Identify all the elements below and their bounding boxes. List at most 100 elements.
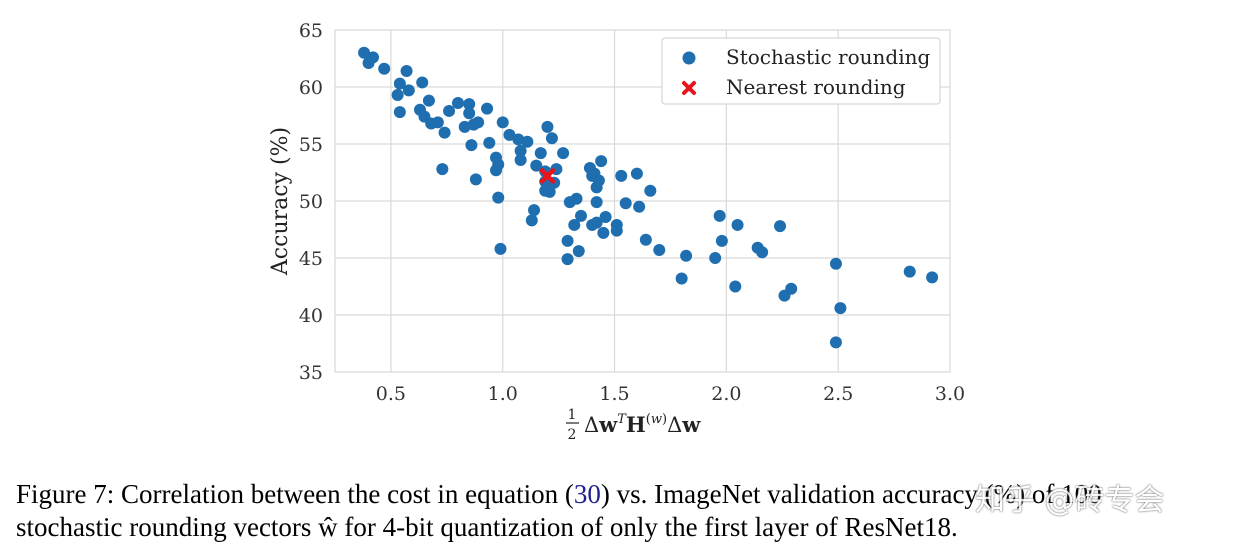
y-axis-label: Accuracy (%) xyxy=(268,127,293,276)
stochastic-point xyxy=(639,233,652,246)
svg-text:1: 1 xyxy=(568,407,577,423)
stochastic-point xyxy=(561,253,574,266)
stochastic-point xyxy=(715,234,728,247)
figure-caption: Figure 7: Correlation between the cost i… xyxy=(16,478,1226,544)
stochastic-point xyxy=(463,107,476,120)
stochastic-point xyxy=(570,192,583,205)
stochastic-point xyxy=(731,218,744,231)
stochastic-point xyxy=(391,88,404,101)
stochastic-point xyxy=(680,249,693,262)
stochastic-point xyxy=(653,244,666,257)
stochastic-point xyxy=(599,210,612,223)
data-points xyxy=(358,46,939,349)
stochastic-point xyxy=(834,302,847,315)
stochastic-point xyxy=(713,209,726,222)
stochastic-point xyxy=(525,214,538,227)
x-tick-label: 1.5 xyxy=(599,383,629,405)
stochastic-point xyxy=(615,169,628,182)
stochastic-point xyxy=(436,163,449,176)
stochastic-point xyxy=(469,173,482,186)
y-tick-label: 45 xyxy=(299,248,323,270)
stochastic-point xyxy=(534,147,547,160)
stochastic-point xyxy=(785,282,798,295)
stochastic-point xyxy=(610,224,623,237)
legend-label-nearest: Nearest rounding xyxy=(726,75,906,99)
caption-line1-pre: Figure 7: Correlation between the cost i… xyxy=(16,479,574,509)
stochastic-point xyxy=(528,204,541,217)
stochastic-point xyxy=(367,51,380,64)
stochastic-point xyxy=(729,280,742,293)
stochastic-point xyxy=(572,245,585,258)
x-tick-label: 2.5 xyxy=(823,383,853,405)
stochastic-point xyxy=(503,128,516,141)
caption-line2: stochastic rounding vectors ŵ for 4-bit … xyxy=(16,512,958,542)
x-tick-label: 2.0 xyxy=(711,383,741,405)
legend-label-stochastic: Stochastic rounding xyxy=(726,45,930,69)
stochastic-point xyxy=(561,234,574,247)
stochastic-point xyxy=(595,155,608,168)
svg-text:2: 2 xyxy=(568,427,577,443)
stochastic-point xyxy=(472,116,485,129)
stochastic-point xyxy=(496,116,509,129)
stochastic-point xyxy=(829,257,842,270)
stochastic-point xyxy=(481,102,494,115)
x-tick-label: 1.0 xyxy=(488,383,518,405)
stochastic-point xyxy=(568,218,581,231)
stochastic-point xyxy=(709,252,722,264)
stochastic-point xyxy=(492,158,505,171)
svg-text:ΔwTH(w)Δw: ΔwTH(w)Δw xyxy=(584,412,701,437)
stochastic-point xyxy=(494,242,507,255)
stochastic-point xyxy=(443,104,456,117)
caption-line1-post: ) vs. ImageNet validation accuracy (%) o… xyxy=(600,479,1102,509)
y-tick-label: 50 xyxy=(299,191,323,213)
x-axis-label: 1 2 ΔwTH(w)Δw xyxy=(566,407,701,443)
stochastic-point xyxy=(465,139,478,152)
stochastic-point xyxy=(774,220,787,233)
x-tick-label: 3.0 xyxy=(935,383,965,405)
y-tick-label: 65 xyxy=(299,20,323,42)
stochastic-point xyxy=(675,272,688,285)
stochastic-point xyxy=(903,265,916,278)
stochastic-point xyxy=(393,77,406,90)
y-tick-label: 60 xyxy=(299,77,323,99)
stochastic-point xyxy=(592,174,605,187)
stochastic-point xyxy=(633,200,646,213)
legend: Stochastic rounding Nearest rounding xyxy=(661,37,941,105)
stochastic-point xyxy=(575,209,587,222)
stochastic-point xyxy=(557,147,570,160)
stochastic-point xyxy=(590,196,603,209)
stochastic-point xyxy=(521,135,534,148)
stochastic-point xyxy=(590,216,603,229)
stochastic-point xyxy=(463,98,476,111)
watermark: 知乎 @砖专会 xyxy=(975,483,1165,518)
stochastic-point xyxy=(402,84,415,97)
stochastic-point xyxy=(416,76,429,89)
stochastic-point xyxy=(644,184,657,197)
stochastic-point xyxy=(545,132,558,145)
stochastic-point xyxy=(756,246,769,259)
y-tick-label: 40 xyxy=(299,305,323,327)
x-tick-label: 0.5 xyxy=(376,383,406,405)
stochastic-point xyxy=(619,197,632,210)
y-tick-labels: 35 40 45 50 55 60 65 xyxy=(299,20,323,384)
stochastic-point xyxy=(492,191,505,204)
equation-reference-link[interactable]: 30 xyxy=(573,479,601,509)
stochastic-point xyxy=(431,116,444,129)
stochastic-point xyxy=(393,106,406,119)
stochastic-point xyxy=(829,336,842,349)
stochastic-point xyxy=(400,65,413,78)
nearest-point xyxy=(539,168,556,184)
legend-marker-nearest xyxy=(682,81,696,95)
stochastic-point xyxy=(378,62,391,75)
stochastic-point xyxy=(597,226,610,239)
stochastic-point xyxy=(530,159,543,172)
y-tick-label: 35 xyxy=(299,362,323,384)
grid-lines xyxy=(335,29,951,373)
stochastic-point xyxy=(514,144,527,157)
stochastic-point xyxy=(514,153,527,166)
stochastic-point xyxy=(438,126,451,139)
stochastic-point xyxy=(422,94,435,107)
stochastic-point xyxy=(926,271,939,284)
y-tick-label: 55 xyxy=(299,134,323,156)
